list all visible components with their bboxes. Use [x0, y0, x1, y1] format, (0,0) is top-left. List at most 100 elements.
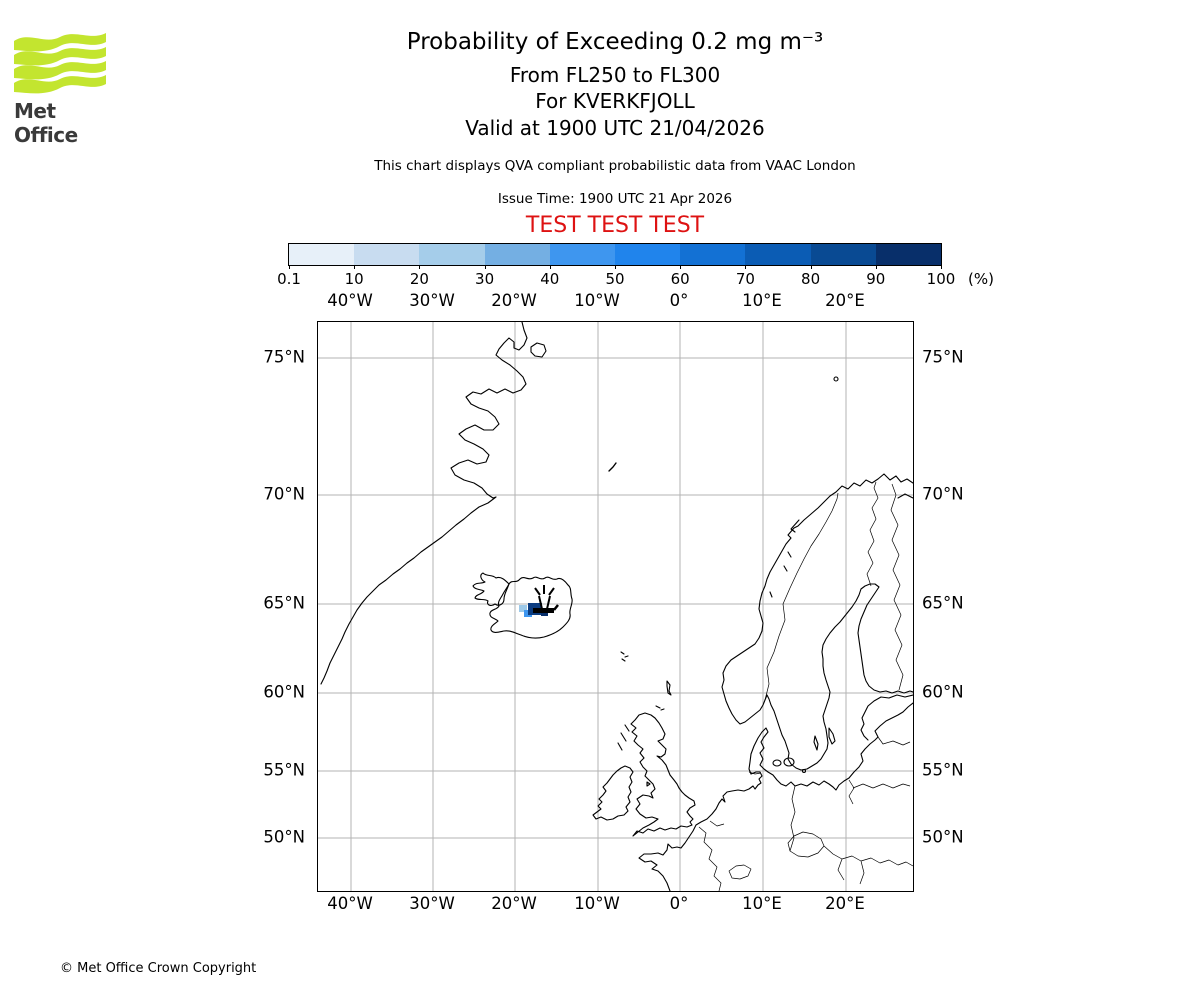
coast-greenland-island — [530, 342, 547, 358]
colorbar-unit: (%) — [968, 270, 994, 288]
colorbar-tickmark — [680, 265, 682, 269]
colorbar-swatches — [288, 243, 942, 266]
coast-iceland — [489, 576, 573, 639]
coast-bornholm — [801, 768, 807, 774]
coast-oland — [813, 735, 819, 751]
colorbar-tick-label: 60 — [670, 270, 690, 288]
border-finland-russia — [890, 483, 904, 691]
colorbar-segment — [615, 244, 681, 265]
colorbar-tickmark — [745, 265, 747, 269]
colorbar-tickmark — [941, 265, 942, 269]
colorbar-tickmark — [354, 265, 356, 269]
map-frame — [317, 321, 914, 892]
colorbar-segment — [289, 244, 355, 265]
coast-lofoten — [769, 519, 800, 598]
border-switzerland — [728, 864, 752, 880]
colorbar-tickmark — [484, 265, 486, 269]
volcano-base — [533, 608, 554, 613]
colorbar-segment — [354, 244, 420, 265]
coast-faroes — [620, 651, 629, 662]
colorbar-tick-label: 90 — [866, 270, 886, 288]
coastlines — [320, 321, 914, 892]
lon-label: 0° — [669, 291, 689, 310]
lon-axis-bottom: 40°W 30°W 20°W 10°W 0° 10°E 20°E — [317, 894, 912, 916]
colorbar-segment — [875, 244, 942, 265]
colorbar-tickmark — [615, 265, 616, 269]
volcano-marker — [533, 585, 559, 613]
border-baltics — [848, 736, 911, 805]
border-central-europe — [823, 845, 914, 885]
lat-label: 60°N — [263, 682, 305, 702]
gridlines — [318, 322, 913, 891]
lon-label: 10°W — [574, 894, 620, 913]
coast-continent — [638, 702, 914, 892]
colorbar-tick-label: 20 — [409, 270, 429, 288]
coast-scandinavia — [721, 473, 914, 771]
lon-label: 40°W — [327, 291, 373, 310]
lat-label: 55°N — [922, 760, 964, 780]
lat-label: 50°N — [263, 827, 305, 847]
colorbar-segment — [745, 244, 811, 265]
colorbar-tick-label: 50 — [605, 270, 625, 288]
coast-kola — [897, 493, 914, 499]
colorbar-tick-label: 70 — [735, 270, 755, 288]
met-office-logo: Met Office — [14, 27, 114, 147]
volcano-ticks — [534, 585, 555, 596]
coast-gulf-of-finland — [860, 694, 914, 741]
lat-label: 50°N — [922, 827, 964, 847]
coast-iceland-westfjords — [472, 572, 510, 606]
lat-axis-right: 75°N 70°N 65°N 60°N 55°N 50°N — [920, 321, 984, 890]
colorbar-segment — [484, 244, 550, 265]
coast-ireland — [592, 765, 634, 821]
colorbar-segment — [549, 244, 616, 265]
chart-note: This chart displays QVA compliant probab… — [374, 158, 856, 174]
lon-label: 40°W — [327, 894, 373, 913]
colorbar-tick-label: 80 — [801, 270, 821, 288]
coast-orkney-shetland — [655, 680, 672, 711]
map-canvas — [318, 321, 914, 892]
colorbar-tick-label: 40 — [540, 270, 560, 288]
chart-subtitle-volcano: For KVERKFJOLL — [535, 89, 695, 113]
coast-isle-of-man — [646, 781, 651, 787]
lon-label: 20°E — [825, 291, 865, 310]
country-borders — [698, 481, 914, 892]
lat-label: 75°N — [263, 347, 305, 367]
border-sweden-finland — [866, 481, 879, 587]
border-denmark-germany — [748, 771, 762, 775]
lat-label: 75°N — [922, 347, 964, 367]
met-office-logo-waves — [14, 33, 106, 94]
coast-hebrides — [617, 724, 630, 751]
met-office-logo-text: Met Office — [14, 99, 78, 147]
issue-time: Issue Time: 1900 UTC 21 Apr 2026 — [497, 191, 733, 207]
volcano-base-hook — [553, 604, 559, 611]
coast-jan-mayen — [608, 462, 617, 472]
lon-label: 10°W — [574, 291, 620, 310]
lon-label: 10°E — [742, 291, 782, 310]
colorbar-segment — [810, 244, 876, 265]
lon-label: 30°W — [409, 894, 455, 913]
coast-greenland — [320, 321, 528, 685]
colorbar-tickmark — [289, 265, 290, 269]
coast-bear-island — [833, 376, 839, 382]
border-france-germany — [698, 826, 722, 892]
lat-label: 70°N — [263, 484, 305, 504]
lat-label: 55°N — [263, 760, 305, 780]
colorbar-segment — [419, 244, 485, 265]
lat-label: 70°N — [922, 484, 964, 504]
colorbar-tickmark — [419, 265, 421, 269]
copyright: © Met Office Crown Copyright — [60, 961, 257, 976]
coast-gotland — [828, 727, 836, 745]
colorbar-tickmarks — [289, 265, 942, 269]
lon-label: 20°W — [491, 291, 537, 310]
colorbar-tick-label: 10 — [344, 270, 364, 288]
volcano-cone — [538, 595, 551, 610]
lon-axis-top: 40°W 30°W 20°W 10°W 0° 10°E 20°E — [317, 291, 912, 313]
colorbar-tickmark — [810, 265, 812, 269]
lon-label: 20°E — [825, 894, 865, 913]
lon-label: 10°E — [742, 894, 782, 913]
lat-label: 65°N — [922, 593, 964, 613]
chart-title: Probability of Exceeding 0.2 mg m⁻³ — [406, 29, 824, 55]
lon-label: 30°W — [409, 291, 455, 310]
colorbar-tickmark — [549, 265, 551, 269]
